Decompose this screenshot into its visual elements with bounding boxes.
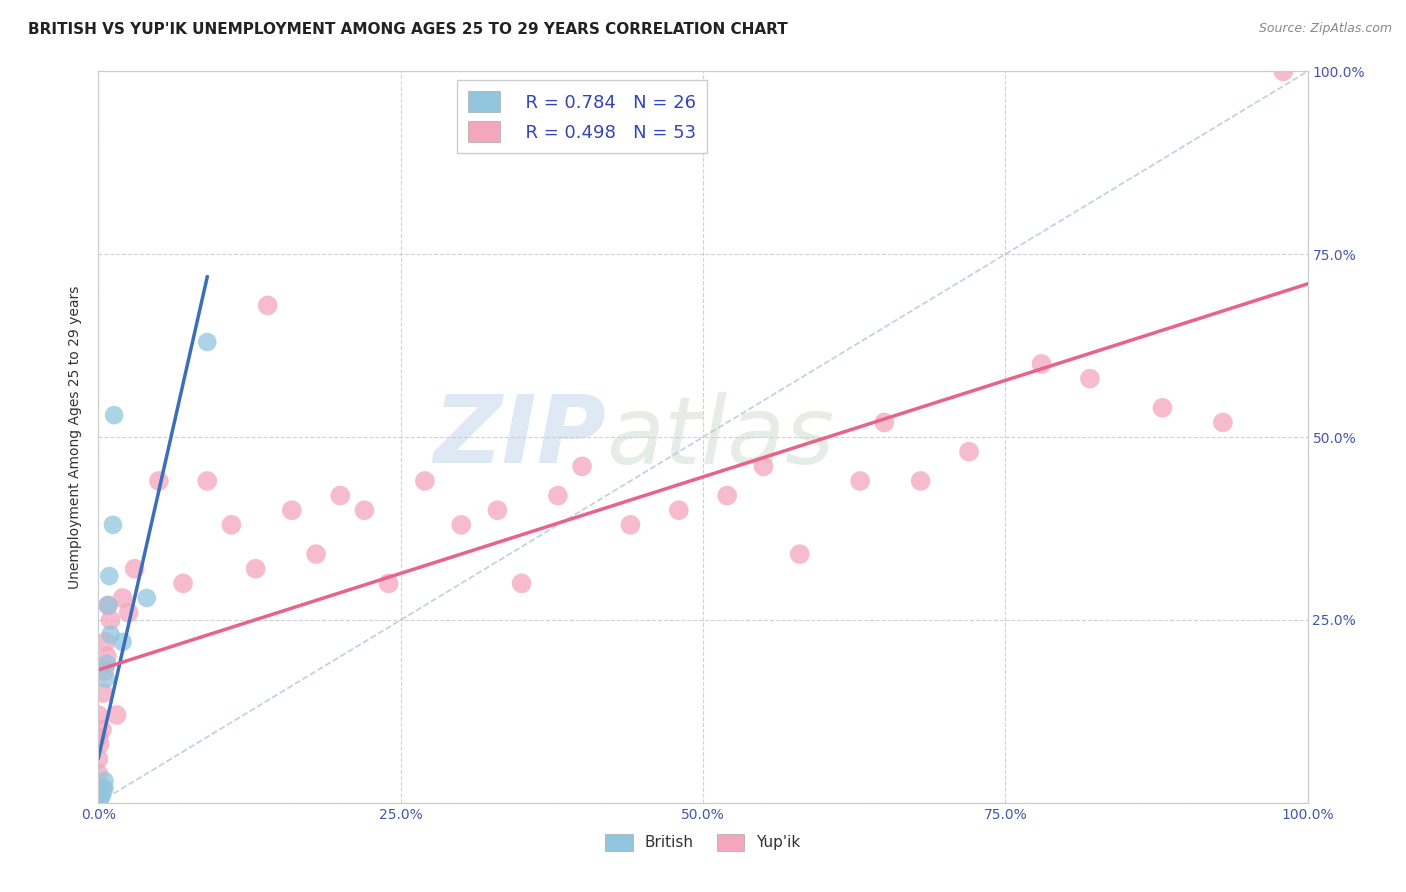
Point [87,708,110,723]
Point [89,737,111,751]
Point [668,503,690,517]
Point [87,796,110,810]
Point [87,730,110,744]
Text: ZIP: ZIP [433,391,606,483]
Point [1078,371,1101,385]
Point [111,635,134,649]
Point [619,517,641,532]
Point [135,591,157,605]
Point [87,796,110,810]
Point [97,599,120,613]
Point [93,781,115,796]
Point [100,627,122,641]
Point [281,503,304,517]
Point [103,408,125,422]
Point [752,459,775,474]
Point [195,474,218,488]
Point [377,576,399,591]
Point [93,773,115,788]
Point [353,503,375,517]
Point [571,459,593,474]
Point [87,796,110,810]
Point [873,416,896,430]
Point [91,723,114,737]
Point [100,613,122,627]
Point [87,796,110,810]
Point [256,298,278,312]
Point [93,664,115,678]
Point [89,792,111,806]
Point [1031,357,1053,371]
Point [87,796,110,810]
Point [87,796,110,810]
Point [716,489,738,503]
Point [221,517,243,532]
Point [305,547,328,561]
Point [450,517,472,532]
Y-axis label: Unemployment Among Ages 25 to 29 years: Unemployment Among Ages 25 to 29 years [69,285,83,589]
Point [118,606,141,620]
Point [413,474,436,488]
Point [94,635,117,649]
Point [148,474,170,488]
Point [789,547,811,561]
Point [87,792,110,806]
Point [91,781,114,796]
Point [96,657,118,671]
Point [87,792,110,806]
Point [96,649,118,664]
Point [87,796,110,810]
Point [87,781,110,796]
Text: Source: ZipAtlas.com: Source: ZipAtlas.com [1258,22,1392,36]
Point [1152,401,1174,415]
Point [91,785,114,799]
Point [98,569,121,583]
Point [91,686,114,700]
Text: BRITISH VS YUP'IK UNEMPLOYMENT AMONG AGES 25 TO 29 YEARS CORRELATION CHART: BRITISH VS YUP'IK UNEMPLOYMENT AMONG AGE… [28,22,787,37]
Point [957,444,980,458]
Text: atlas: atlas [606,392,835,483]
Point [87,789,110,803]
Point [105,708,128,723]
Point [172,576,194,591]
Point [245,562,267,576]
Point [101,517,124,532]
Point [87,752,110,766]
Point [1212,416,1234,430]
Point [87,796,110,810]
Point [329,489,352,503]
Point [91,789,114,803]
Point [87,766,110,780]
Point [849,474,872,488]
Point [486,503,509,517]
Point [97,599,120,613]
Point [90,789,112,803]
Legend: British, Yup'ik: British, Yup'ik [599,828,807,857]
Point [87,796,110,810]
Point [94,672,117,686]
Point [1272,64,1295,78]
Point [124,562,146,576]
Point [195,334,218,349]
Point [910,474,932,488]
Point [111,591,134,605]
Point [510,576,533,591]
Point [547,489,569,503]
Point [87,796,110,810]
Point [87,796,110,810]
